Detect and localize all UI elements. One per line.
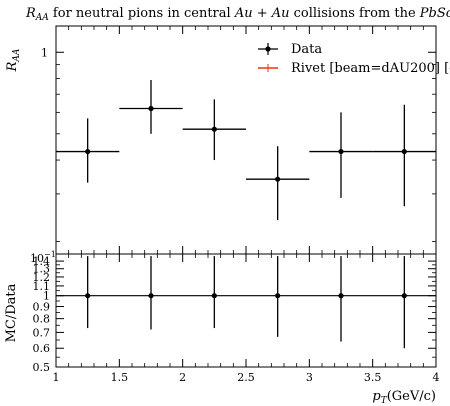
ratio-ticks: 0.50.60.70.80.911.11.21.31.41 1.5 2 2.5 3 3.5… bbox=[33, 254, 440, 384]
title-subscript: AA bbox=[35, 13, 49, 23]
data-point bbox=[338, 148, 344, 155]
data-point bbox=[148, 105, 154, 112]
x-tick-label: 1 bbox=[53, 371, 60, 384]
x-tick-label: 2.5 bbox=[237, 371, 255, 384]
main-y-tick-label: 1 bbox=[41, 46, 48, 59]
ratio-corner-label: 10−1 bbox=[30, 250, 56, 265]
x-tick-label: 3 bbox=[306, 371, 313, 384]
x-tick-label: 3.5 bbox=[364, 371, 382, 384]
ylabel-symbol: R bbox=[5, 61, 20, 72]
legend: Data Rivet [beam=dAU200] [cen bbox=[258, 42, 450, 76]
x-tick-label: 2 bbox=[179, 371, 186, 384]
ratio-point bbox=[148, 293, 154, 299]
ratio-point bbox=[401, 293, 407, 299]
ratio-y-tick-label: 0.9 bbox=[33, 301, 51, 314]
main-panel: 1 RAA Data Rivet [beam=dAU200] [cen bbox=[5, 25, 450, 255]
y-axis-label: RAA bbox=[5, 48, 22, 72]
ratio-point bbox=[211, 293, 217, 299]
chart-title: RAA for neutral pions in central Au + Au… bbox=[25, 6, 450, 23]
ratio-y-axis-label: MC/Data bbox=[4, 283, 19, 342]
legend-rivet-label: Rivet [beam=dAU200] [cen bbox=[291, 61, 450, 76]
data-point bbox=[85, 148, 91, 155]
corner-exponent: −1 bbox=[44, 250, 56, 259]
xlabel-unit: (GeV/c) bbox=[387, 389, 436, 404]
ratio-y-tick-label: 0.5 bbox=[33, 361, 51, 374]
ratio-y-tick-label: 0.7 bbox=[33, 326, 51, 339]
ratio-y-tick-label: 1.4 bbox=[33, 255, 51, 268]
xlabel-subscript: T bbox=[381, 396, 388, 406]
title-collision: Au + Au bbox=[234, 6, 290, 21]
ratio-point bbox=[85, 293, 91, 299]
data-point bbox=[275, 176, 281, 182]
data-point bbox=[401, 148, 407, 155]
ratio-y-tick-label: 0.8 bbox=[33, 313, 51, 326]
x-axis-label: pT(GeV/c) bbox=[372, 389, 436, 406]
ratio-point bbox=[275, 293, 281, 299]
ratio-panel: 0.50.60.70.80.911.11.21.31.41 1.5 2 2.5 3 3.5… bbox=[4, 250, 440, 406]
ratio-y-tick-label: 0.6 bbox=[33, 342, 51, 355]
main-series bbox=[56, 79, 436, 221]
title-text-2: collisions from the bbox=[290, 6, 420, 21]
ratio-y-tick-label: 1.3 bbox=[33, 263, 51, 276]
title-detector: PbSc bbox=[419, 6, 450, 21]
title-text-1: for neutral pions in central bbox=[49, 6, 235, 21]
ylabel-subscript: AA bbox=[12, 48, 22, 62]
ratio-y-tick-label: 1.1 bbox=[33, 280, 51, 293]
ratio-series bbox=[85, 256, 407, 349]
xlabel-symbol: p bbox=[372, 389, 381, 404]
legend-data-label: Data bbox=[291, 42, 322, 57]
title-symbol: R bbox=[25, 6, 36, 21]
x-tick-label: 1.5 bbox=[111, 371, 129, 384]
main-ticks: 1 bbox=[41, 26, 437, 254]
corner-base: 10 bbox=[30, 252, 44, 265]
ratio-frame bbox=[55, 253, 437, 368]
ratio-point bbox=[338, 293, 344, 299]
x-tick-label: 4 bbox=[433, 371, 440, 384]
ratio-y-tick-label: 1 bbox=[43, 290, 50, 303]
ratio-y-tick-label: 1.2 bbox=[33, 271, 51, 284]
legend-data-marker bbox=[265, 46, 271, 52]
data-point bbox=[211, 126, 217, 132]
